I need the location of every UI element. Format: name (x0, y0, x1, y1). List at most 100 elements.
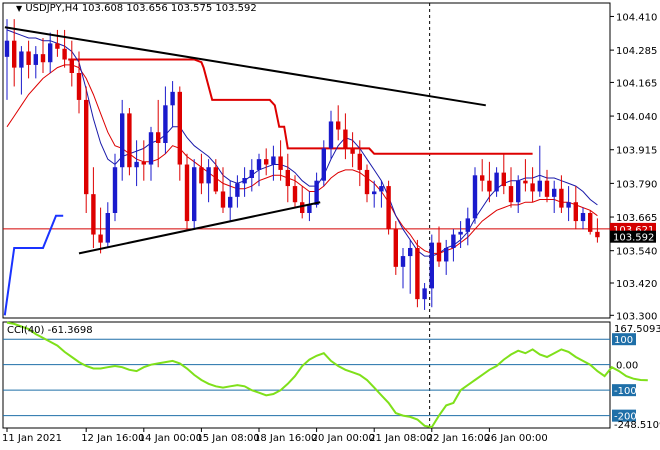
y-tick-label: 104.285 (616, 46, 657, 57)
bearish-candle (523, 180, 528, 184)
collapse-triangle-icon[interactable]: ▼ (16, 4, 23, 13)
bearish-candle (213, 167, 218, 192)
y-tick-label: 103.790 (616, 179, 657, 190)
bearish-candle (386, 186, 391, 230)
bullish-candle (400, 256, 406, 267)
y-tick-label: 103.540 (616, 247, 657, 258)
bullish-candle (19, 51, 24, 68)
x-tick-label: 22 Jan 16:00 (427, 433, 490, 444)
bearish-candle (336, 121, 341, 130)
bullish-candle (451, 234, 456, 248)
bullish-candle (566, 202, 571, 208)
line-price-label: 103.621 (613, 225, 654, 236)
red-step-line (68, 58, 533, 155)
bearish-candle (127, 113, 132, 168)
bullish-candle (271, 156, 276, 165)
bullish-candle (163, 105, 168, 143)
bullish-candle (321, 148, 326, 181)
indicator-label: CCI(40) -61.3698 (7, 325, 93, 336)
cci-level-label-bg (612, 384, 636, 397)
bullish-candle (242, 178, 247, 184)
bearish-candle (350, 148, 355, 154)
bearish-candle (98, 234, 103, 243)
bearish-candle (530, 183, 535, 192)
bearish-candle (544, 180, 550, 197)
bullish-candle (408, 248, 413, 257)
y-tick-label: 104.040 (616, 112, 657, 123)
blue-step-line (3, 214, 64, 316)
bearish-candle (415, 248, 420, 300)
cci-max-label: 167.5093 (614, 324, 660, 335)
bearish-candle (55, 43, 60, 49)
bullish-candle (235, 183, 240, 197)
bearish-candle (480, 175, 485, 181)
bearish-candle (559, 188, 564, 208)
bearish-candle (588, 213, 593, 232)
bearish-candle (501, 172, 506, 187)
x-tick-label: 12 Jan 16:00 (81, 433, 144, 444)
bearish-candle (40, 54, 46, 63)
cci-level-label: 0.00 (616, 361, 638, 372)
x-tick-label: 14 Jan 00:00 (139, 433, 202, 444)
price-pane (2, 2, 611, 319)
x-tick-label: 18 Jan 16:00 (254, 433, 317, 444)
bearish-candle (508, 186, 514, 203)
bullish-candle (33, 54, 38, 65)
bearish-candle (220, 191, 226, 208)
bullish-candle (494, 172, 499, 192)
bearish-candle (69, 59, 74, 73)
y-tick-label: 104.165 (616, 78, 657, 89)
x-tick-label: 15 Jan 08:00 (196, 433, 259, 444)
bearish-candle (184, 164, 190, 222)
bullish-candle (429, 242, 434, 289)
bullish-candle (192, 167, 197, 222)
x-tick-label: 11 Jan 2021 (2, 433, 62, 444)
cci-level-label-bg (612, 333, 636, 346)
bullish-candle (4, 40, 10, 57)
bullish-candle (170, 91, 175, 106)
bullish-candle (120, 113, 125, 168)
bearish-candle (76, 73, 82, 100)
bullish-candle (580, 213, 586, 222)
bearish-candle (199, 167, 204, 184)
cci-line (6, 321, 648, 429)
bearish-candle (364, 169, 370, 195)
bearish-candle (285, 169, 290, 187)
bullish-candle (328, 121, 334, 149)
bullish-candle (112, 167, 118, 213)
blue-moving-average (6, 29, 598, 257)
bullish-candle (379, 186, 384, 192)
symbol-header: USDJPY,H4 103.608 103.656 103.575 103.59… (25, 3, 257, 14)
bearish-candle (278, 156, 283, 170)
y-tick-label: 103.420 (616, 279, 657, 290)
bearish-candle (177, 91, 182, 165)
bearish-candle (393, 229, 398, 267)
x-tick-label: 26 Jan 00:00 (484, 433, 547, 444)
bullish-candle (552, 188, 557, 197)
bearish-candle (300, 202, 305, 213)
indicator-pane (2, 321, 611, 429)
bullish-candle (537, 180, 542, 192)
bearish-candle (12, 40, 17, 68)
bearish-candle (436, 242, 442, 262)
bullish-candle (249, 169, 254, 178)
bearish-candle (292, 186, 298, 203)
y-tick-label: 103.300 (616, 311, 657, 322)
bearish-candle (62, 48, 67, 60)
bid-price-label-bg (610, 230, 656, 243)
cci-level-label: -100 (614, 386, 637, 397)
bullish-candle (372, 191, 377, 195)
bullish-candle (444, 248, 449, 262)
bearish-candle (357, 153, 362, 170)
bullish-candle (228, 196, 233, 208)
bullish-candle (314, 180, 319, 205)
y-tick-label: 103.915 (616, 146, 657, 157)
bearish-candle (343, 129, 348, 149)
bearish-candle (264, 159, 269, 165)
bearish-candle (91, 194, 96, 235)
bullish-candle (206, 167, 211, 184)
bullish-candle (134, 161, 139, 168)
bearish-candle (84, 99, 89, 195)
bearish-candle (595, 231, 600, 238)
